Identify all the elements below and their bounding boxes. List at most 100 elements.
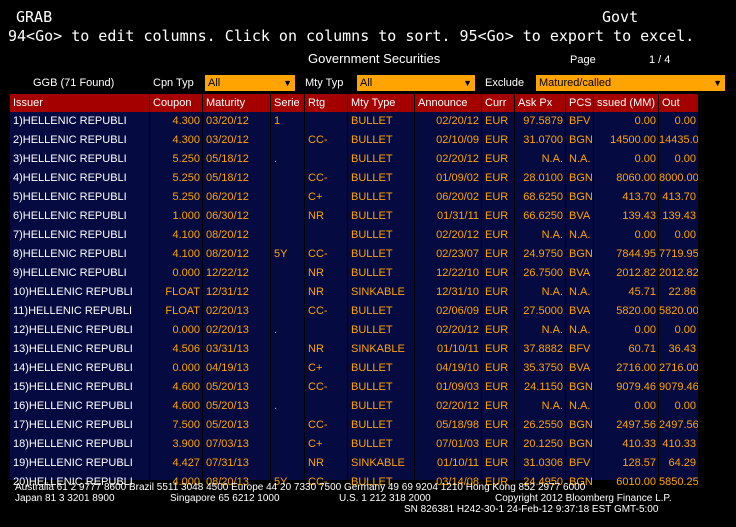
- cell-maturity-type: BULLET: [348, 378, 415, 397]
- cell-coupon: 4.427: [150, 454, 203, 473]
- cell-ask-price: 27.5000: [515, 302, 566, 321]
- cell-issuer[interactable]: 13)HELLENIC REPUBLI: [10, 340, 150, 359]
- table-row[interactable]: 13)HELLENIC REPUBLI 4.506 03/31/13 NR SINKAB…: [10, 340, 699, 359]
- table-row[interactable]: 10)HELLENIC REPUBLI FLOAT 12/31/12 NR SINKAB…: [10, 283, 699, 302]
- cell-issued-amount: 2716.00: [594, 359, 659, 378]
- cell-issuer[interactable]: 15)HELLENIC REPUBLI: [10, 378, 150, 397]
- cell-maturity-type: SINKABLE: [348, 340, 415, 359]
- cell-issuer[interactable]: 10)HELLENIC REPUBLI: [10, 283, 150, 302]
- cell-maturity: 05/20/13: [203, 397, 271, 416]
- cell-issuer[interactable]: 9)HELLENIC REPUBLI: [10, 264, 150, 283]
- cell-issued-amount: 128.57: [594, 454, 659, 473]
- cpn-type-dropdown[interactable]: All ▼: [205, 75, 295, 91]
- cell-outstanding-amount: 0.00: [659, 150, 699, 169]
- cell-issuer[interactable]: 8)HELLENIC REPUBLI: [10, 245, 150, 264]
- cell-ask-price: 24.9750: [515, 245, 566, 264]
- exclude-dropdown[interactable]: Matured/called ▼: [536, 75, 725, 91]
- page-indicator[interactable]: 1 / 4: [649, 54, 671, 66]
- table-row[interactable]: 4)HELLENIC REPUBLI 5.250 05/18/12 CC- BULLET…: [10, 169, 699, 188]
- cell-issued-amount: 0.00: [594, 150, 659, 169]
- column-header-coupon[interactable]: Coupon: [150, 94, 203, 112]
- cpn-type-label: Cpn Typ: [153, 77, 194, 89]
- cell-issuer[interactable]: 6)HELLENIC REPUBLI: [10, 207, 150, 226]
- table-row[interactable]: 2)HELLENIC REPUBLI 4.300 03/20/12 CC- BULLET…: [10, 131, 699, 150]
- cell-issuer[interactable]: 16)HELLENIC REPUBLI: [10, 397, 150, 416]
- cell-issuer[interactable]: 14)HELLENIC REPUBLI: [10, 359, 150, 378]
- column-header-series[interactable]: Serie: [271, 94, 305, 112]
- table-row[interactable]: 8)HELLENIC REPUBLI 4.100 08/20/12 5Y CC- BULL…: [10, 245, 699, 264]
- cell-outstanding-amount: 7719.95: [659, 245, 699, 264]
- column-header-rating[interactable]: Rtg: [305, 94, 348, 112]
- cell-issuer[interactable]: 2)HELLENIC REPUBLI: [10, 131, 150, 150]
- cell-issued-amount: 410.33: [594, 435, 659, 454]
- table-row[interactable]: 7)HELLENIC REPUBLI 4.100 08/20/12 BULLET 02/…: [10, 226, 699, 245]
- cell-ask-price: 66.6250: [515, 207, 566, 226]
- cell-currency: EUR: [482, 207, 515, 226]
- table-row[interactable]: 5)HELLENIC REPUBLI 5.250 06/20/12 C+ BULLET 0…: [10, 188, 699, 207]
- cell-maturity-type: BULLET: [348, 302, 415, 321]
- cell-announce-date: 12/22/10: [415, 264, 482, 283]
- table-row[interactable]: 14)HELLENIC REPUBLI 0.000 04/19/13 C+ BULLET…: [10, 359, 699, 378]
- cell-issuer[interactable]: 12)HELLENIC REPUBLI: [10, 321, 150, 340]
- cell-issuer[interactable]: 7)HELLENIC REPUBLI: [10, 226, 150, 245]
- column-header-issued-amount[interactable]: ssued (MM): [594, 94, 659, 112]
- column-header-issuer[interactable]: Issuer: [10, 94, 150, 112]
- table-row[interactable]: 15)HELLENIC REPUBLI 4.600 05/20/13 CC- BULLE…: [10, 378, 699, 397]
- table-row[interactable]: 18)HELLENIC REPUBLI 3.900 07/03/13 C+ BULLET…: [10, 435, 699, 454]
- cell-series: [271, 435, 305, 454]
- cell-ask-price: 24.4950: [515, 473, 566, 492]
- table-row[interactable]: 16)HELLENIC REPUBLI 4.600 05/20/13. BULLET 0…: [10, 397, 699, 416]
- column-header-currency[interactable]: Curr: [482, 94, 515, 112]
- cell-pricing-source: BGN: [566, 416, 594, 435]
- cell-issuer[interactable]: 17)HELLENIC REPUBLI: [10, 416, 150, 435]
- cell-maturity: 06/20/12: [203, 188, 271, 207]
- cell-currency: EUR: [482, 150, 515, 169]
- footer-copyright: Copyright 2012 Bloomberg Finance L.P.: [495, 493, 672, 504]
- column-header-announce-date[interactable]: Announce: [415, 94, 482, 112]
- cell-outstanding-amount: 413.70: [659, 188, 699, 207]
- cell-issuer[interactable]: 5)HELLENIC REPUBLI: [10, 188, 150, 207]
- cell-issuer[interactable]: 3)HELLENIC REPUBLI: [10, 150, 150, 169]
- cell-issuer[interactable]: 20)HELLENIC REPUBLI: [10, 473, 150, 492]
- table-row[interactable]: 9)HELLENIC REPUBLI 0.000 12/22/12 NR BULLET 1…: [10, 264, 699, 283]
- cell-issuer[interactable]: 18)HELLENIC REPUBLI: [10, 435, 150, 454]
- table-row[interactable]: 12)HELLENIC REPUBLI 0.000 02/20/13. BULLET 0…: [10, 321, 699, 340]
- table-row[interactable]: 20)HELLENIC REPUBLI 4.000 08/20/13 5Y CC- BUL…: [10, 473, 699, 492]
- cell-pricing-source: BFV: [566, 340, 594, 359]
- cell-announce-date: 03/14/08: [415, 473, 482, 492]
- chevron-down-icon: ▼: [463, 78, 472, 88]
- table-row[interactable]: 11)HELLENIC REPUBLI FLOAT 02/20/13 CC- BULLE…: [10, 302, 699, 321]
- cell-outstanding-amount: 410.33: [659, 435, 699, 454]
- cell-issuer[interactable]: 19)HELLENIC REPUBLI: [10, 454, 150, 473]
- cell-issuer[interactable]: 11)HELLENIC REPUBLI: [10, 302, 150, 321]
- cell-coupon: 4.000: [150, 473, 203, 492]
- table-row[interactable]: 19)HELLENIC REPUBLI 4.427 07/31/13 NR SINKAB…: [10, 454, 699, 473]
- cell-maturity: 02/20/13: [203, 321, 271, 340]
- table-row[interactable]: 6)HELLENIC REPUBLI 1.000 06/30/12 NR BULLET 0…: [10, 207, 699, 226]
- table-row[interactable]: 3)HELLENIC REPUBLI 5.250 05/18/12. BULLET 02…: [10, 150, 699, 169]
- cell-pricing-source: N.A.: [566, 226, 594, 245]
- cell-ask-price: 35.3750: [515, 359, 566, 378]
- cell-issued-amount: 45.71: [594, 283, 659, 302]
- cell-issuer[interactable]: 1)HELLENIC REPUBLI: [10, 112, 150, 131]
- cell-currency: EUR: [482, 454, 515, 473]
- cell-maturity-type: BULLET: [348, 188, 415, 207]
- column-header-maturity[interactable]: Maturity: [203, 94, 271, 112]
- cell-issuer[interactable]: 4)HELLENIC REPUBLI: [10, 169, 150, 188]
- page-title: Government Securities: [308, 51, 441, 66]
- column-header-pricing-source[interactable]: PCS: [566, 94, 594, 112]
- cell-maturity-type: BULLET: [348, 359, 415, 378]
- column-header-ask-price[interactable]: Ask Px: [515, 94, 566, 112]
- column-header-maturity-type[interactable]: Mty Type: [348, 94, 415, 112]
- column-header-outstanding-amount[interactable]: Out (MM): [659, 94, 699, 112]
- table-row[interactable]: 1)HELLENIC REPUBLI 4.300 03/20/12 1 BULLET 02…: [10, 112, 699, 131]
- cell-pricing-source: N.A.: [566, 283, 594, 302]
- table-row[interactable]: 17)HELLENIC REPUBLI 7.500 05/20/13 CC- BULLE…: [10, 416, 699, 435]
- cell-currency: EUR: [482, 416, 515, 435]
- cell-currency: EUR: [482, 359, 515, 378]
- mty-type-dropdown[interactable]: All ▼: [357, 75, 475, 91]
- cell-pricing-source: BGN: [566, 473, 594, 492]
- cell-announce-date: 04/19/10: [415, 359, 482, 378]
- cell-outstanding-amount: 5820.00: [659, 302, 699, 321]
- cell-announce-date: 02/20/12: [415, 226, 482, 245]
